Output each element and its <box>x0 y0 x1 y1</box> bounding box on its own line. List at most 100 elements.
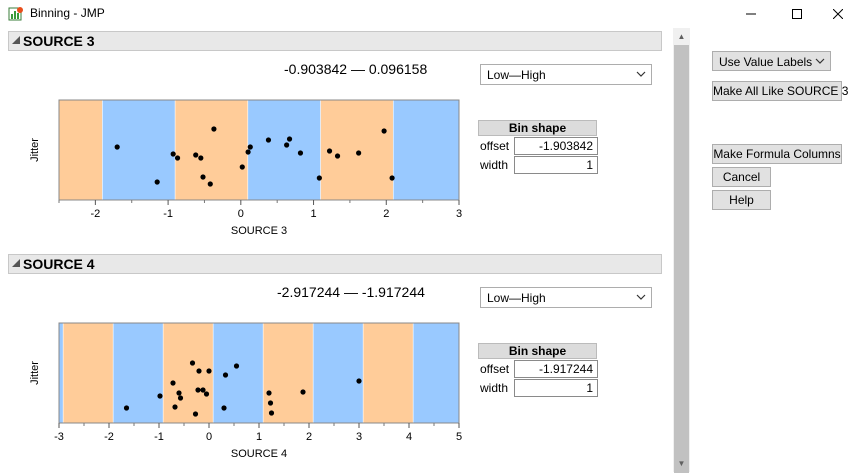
data-point[interactable] <box>316 175 322 181</box>
disclosure-triangle-icon[interactable] <box>12 36 21 45</box>
chevron-down-icon <box>636 71 646 77</box>
data-point[interactable] <box>192 411 199 417</box>
data-point[interactable] <box>356 150 362 156</box>
data-point[interactable] <box>356 378 362 384</box>
data-point[interactable] <box>195 387 201 393</box>
data-point[interactable] <box>247 144 253 150</box>
bin-bands <box>59 323 459 423</box>
scroll-down-arrow-icon[interactable]: ▼ <box>677 459 686 468</box>
x-axis-label: SOURCE 4 <box>231 448 287 460</box>
x-tick-label: 2 <box>383 208 389 220</box>
data-point[interactable] <box>193 152 199 158</box>
data-point[interactable] <box>268 410 275 416</box>
help-button[interactable]: Help <box>712 190 771 210</box>
bin-band <box>59 100 103 200</box>
maximize-icon <box>792 9 802 19</box>
data-point[interactable] <box>196 368 202 374</box>
minimize-icon <box>746 13 756 15</box>
value-labels-select[interactable]: Use Value Labels <box>712 51 831 71</box>
data-point[interactable] <box>381 128 387 134</box>
maximize-button[interactable] <box>774 0 820 28</box>
bin-band <box>393 100 459 200</box>
data-point[interactable] <box>300 389 306 395</box>
data-point[interactable] <box>389 175 395 181</box>
section-header-source3[interactable]: SOURCE 3 <box>8 31 662 51</box>
minimize-button[interactable] <box>728 0 774 28</box>
window-title: Binning - JMP <box>30 6 105 20</box>
data-point[interactable] <box>189 360 196 366</box>
data-point[interactable] <box>198 155 204 161</box>
data-point[interactable] <box>211 126 217 132</box>
x-tick-label: 5 <box>456 431 462 443</box>
width-field[interactable]: 1 <box>514 379 598 397</box>
data-point[interactable] <box>170 151 176 157</box>
y-axis-label: Jitter <box>29 361 41 385</box>
bin-band <box>163 323 214 423</box>
bin-order-select[interactable]: Low—High <box>480 287 652 308</box>
section-header-source4[interactable]: SOURCE 4 <box>8 254 662 274</box>
bin-band <box>213 323 264 423</box>
data-point[interactable] <box>267 400 274 406</box>
data-point[interactable] <box>114 144 120 150</box>
make-formula-columns-button[interactable]: Make Formula Columns <box>712 144 842 164</box>
close-button[interactable] <box>815 0 861 28</box>
data-point[interactable] <box>239 164 245 170</box>
data-point[interactable] <box>326 148 333 154</box>
data-point[interactable] <box>172 404 178 410</box>
data-point[interactable] <box>174 155 181 161</box>
x-tick-label: 0 <box>238 208 244 220</box>
bin-band <box>413 323 459 423</box>
offset-field[interactable]: -1.903842 <box>514 137 598 155</box>
width-field[interactable]: 1 <box>514 156 598 174</box>
cancel-button[interactable]: Cancel <box>712 167 771 187</box>
data-point[interactable] <box>177 395 184 401</box>
bin-band <box>247 100 321 200</box>
data-point[interactable] <box>207 181 213 187</box>
bin-shape-header: Bin shape <box>478 120 597 136</box>
bin-band <box>113 323 164 423</box>
data-point[interactable] <box>176 390 182 396</box>
data-point[interactable] <box>200 174 206 180</box>
data-point[interactable] <box>221 405 227 411</box>
data-point[interactable] <box>245 149 251 155</box>
data-points <box>123 360 362 417</box>
bin-band <box>320 100 394 200</box>
offset-field[interactable]: -1.917244 <box>514 360 598 378</box>
data-point[interactable] <box>233 363 240 369</box>
x-tick-label: 1 <box>256 431 262 443</box>
data-point[interactable] <box>266 390 272 396</box>
close-icon <box>833 9 843 19</box>
offset-label: offset <box>480 362 510 376</box>
data-point[interactable] <box>206 368 212 374</box>
bin-range-text: -2.917244 — -1.917244 <box>277 284 425 300</box>
vertical-scrollbar[interactable]: ▲ ▼ <box>673 28 690 473</box>
data-point[interactable] <box>297 150 304 156</box>
bin-band <box>59 323 64 423</box>
chevron-down-icon <box>815 58 825 64</box>
data-point[interactable] <box>170 380 176 386</box>
scroll-up-arrow-icon[interactable]: ▲ <box>677 32 686 41</box>
data-point[interactable] <box>200 387 206 393</box>
data-point[interactable] <box>154 179 160 185</box>
x-tick-label: -2 <box>104 431 114 443</box>
data-point[interactable] <box>222 372 229 378</box>
data-point[interactable] <box>157 393 163 399</box>
x-tick-label: 1 <box>310 208 316 220</box>
jmp-app-icon <box>8 7 23 21</box>
width-label: width <box>480 381 509 395</box>
plot-frame <box>58 99 460 201</box>
data-point[interactable] <box>284 142 290 148</box>
data-point[interactable] <box>286 136 293 142</box>
data-point[interactable] <box>123 405 130 411</box>
data-point[interactable] <box>265 137 272 143</box>
binning-plot-source4[interactable]: -3 -2 -1 0 1 2 3 4 5 Jitter SOURCE 4 <box>20 318 470 463</box>
x-tick-label: 4 <box>406 431 412 443</box>
data-point[interactable] <box>203 391 210 397</box>
disclosure-triangle-icon[interactable] <box>12 259 21 268</box>
scroll-thumb[interactable] <box>674 45 689 473</box>
make-all-like-button[interactable]: Make All Like SOURCE 3 <box>712 81 848 101</box>
x-tick-label: -1 <box>154 431 164 443</box>
data-point[interactable] <box>334 153 341 159</box>
binning-plot-source3[interactable]: -2 -1 0 1 2 3 Jitter SOURCE 3 <box>20 95 470 240</box>
bin-order-select[interactable]: Low—High <box>480 64 652 85</box>
